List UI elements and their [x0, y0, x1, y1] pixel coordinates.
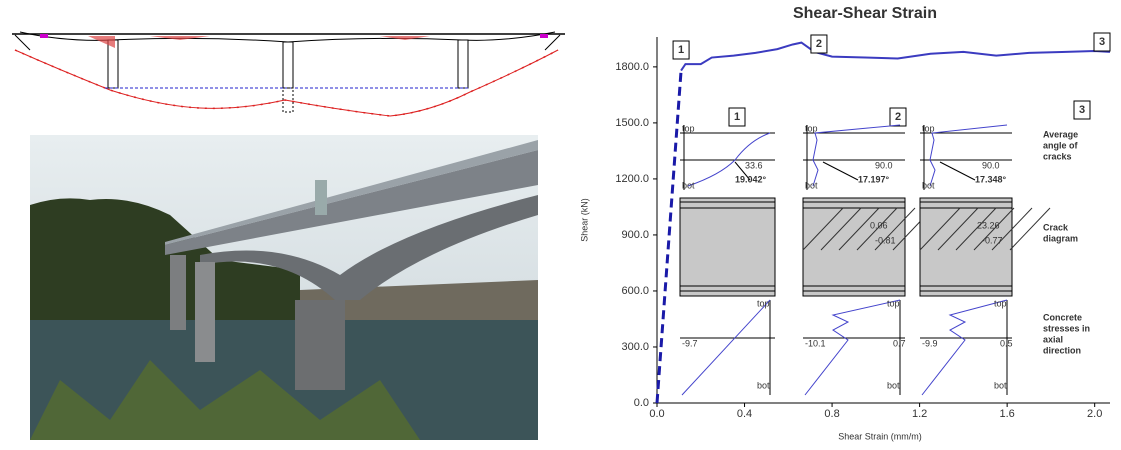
curve: [681, 299, 771, 396]
crack: [1009, 207, 1051, 251]
label: 0.06: [870, 220, 888, 230]
label: -9.9: [922, 338, 938, 348]
inset-number: 1: [734, 111, 740, 123]
x-tick-label: 0.0: [649, 408, 664, 420]
x-tick-label: 0.4: [737, 408, 752, 420]
label: bot: [682, 180, 695, 190]
curve: [804, 299, 901, 396]
chart-title: Shear-Shear Strain: [793, 5, 937, 22]
annotation-box: [1093, 32, 1111, 52]
label: 90.0: [875, 160, 893, 170]
annotation-box: [810, 34, 828, 54]
line: [680, 41, 1111, 72]
x-axis-title: Shear Strain (mm/m): [838, 431, 922, 441]
label: -9.7: [682, 338, 698, 348]
crack: [973, 207, 1015, 251]
label: bot: [994, 380, 1007, 390]
y-tick-label: 1200.0: [615, 173, 649, 185]
inset-number-box: [1073, 100, 1091, 120]
crack: [991, 207, 1033, 251]
crack: [802, 207, 844, 251]
y-tick-label: 600.0: [621, 285, 649, 297]
curve: [812, 124, 901, 187]
label: top: [757, 298, 770, 308]
label: bot: [805, 180, 818, 190]
annotation: 2: [816, 38, 822, 50]
label: bot: [922, 180, 935, 190]
crack: [838, 207, 880, 251]
inset-number: 2: [895, 111, 901, 123]
label: 17.348°: [975, 174, 1007, 184]
label: -0.77: [982, 235, 1003, 245]
label: top: [805, 123, 818, 133]
label: bot: [887, 380, 900, 390]
x-tick-label: 0.8: [824, 408, 839, 420]
bridge-drawing: [12, 31, 565, 117]
label: bot: [757, 380, 770, 390]
crack: [874, 207, 916, 251]
row-label: Concrete: [1043, 312, 1082, 322]
x-tick-label: 2.0: [1087, 408, 1102, 420]
annotation: 1: [678, 44, 684, 56]
crack: [856, 207, 898, 251]
y-tick-label: 1500.0: [615, 117, 649, 129]
bridge-photo: [30, 135, 538, 440]
label: 19.042°: [735, 174, 767, 184]
label: 17.197°: [858, 174, 890, 184]
y-tick-label: 900.0: [621, 229, 649, 241]
row-label: Crack: [1043, 222, 1069, 232]
row-label: stresses in: [1043, 323, 1090, 333]
crack-panel: [679, 197, 776, 297]
y-tick-label: 0.0: [634, 397, 649, 409]
label: 23.26: [977, 220, 1000, 230]
y-axis-title: Shear (kN): [579, 198, 589, 242]
row-label: axial: [1043, 334, 1063, 344]
line: [655, 70, 683, 404]
inset-number-box: [728, 107, 746, 127]
label: 90.0: [982, 160, 1000, 170]
label: top: [887, 298, 900, 308]
crack: [937, 207, 979, 251]
label: -0.81: [875, 235, 896, 245]
inset-number-box: [889, 107, 907, 127]
y-tick-label: 1800.0: [615, 61, 649, 73]
label: top: [682, 123, 695, 133]
annotation-box: [672, 40, 690, 60]
label: top: [922, 123, 935, 133]
crack: [919, 207, 961, 251]
crack: [820, 207, 862, 251]
x-tick-label: 1.6: [999, 408, 1014, 420]
row-label: angle of: [1043, 140, 1079, 150]
crack-panel: [802, 197, 906, 297]
row-label: diagram: [1043, 233, 1078, 243]
annotation: 3: [1099, 36, 1105, 48]
crack: [955, 207, 997, 251]
curve: [929, 124, 1008, 187]
pointer: [822, 161, 859, 181]
crack-panel: [919, 197, 1013, 297]
label: 33.6: [745, 160, 763, 170]
row-label: direction: [1043, 345, 1081, 355]
pointer: [939, 161, 976, 181]
row-label: Average: [1043, 129, 1078, 139]
curve: [687, 132, 771, 187]
label: -10.1: [805, 338, 826, 348]
pointer: [734, 161, 751, 181]
curve: [921, 299, 1008, 396]
row-label: cracks: [1043, 151, 1072, 161]
label: 0.7: [893, 338, 906, 348]
x-tick-label: 1.2: [912, 408, 927, 420]
label: top: [994, 298, 1007, 308]
y-tick-label: 300.0: [621, 341, 649, 353]
inset-number: 3: [1079, 104, 1085, 116]
label: 0.5: [1000, 338, 1013, 348]
